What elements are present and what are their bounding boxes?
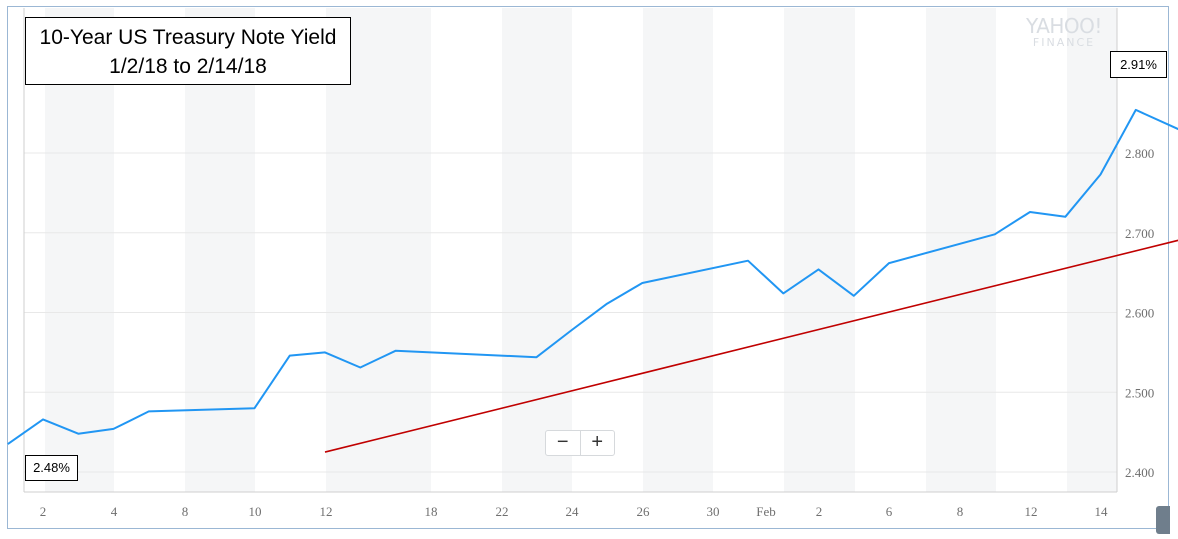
y-tick-label-4: 2.800	[1125, 146, 1154, 161]
chart-title: 10-Year US Treasury Note Yield 1/2/18 to…	[25, 17, 351, 85]
week-band-2	[326, 8, 431, 492]
zoom-out-button[interactable]: −	[556, 431, 569, 453]
end-value-label: 2.91%	[1110, 51, 1167, 78]
data-point	[1063, 215, 1067, 219]
x-tick-label-13: 8	[957, 504, 964, 519]
x-tick-label-8: 26	[637, 504, 651, 519]
data-point	[781, 291, 785, 295]
data-point	[41, 417, 45, 421]
x-tick-label-7: 24	[566, 504, 580, 519]
data-point	[112, 427, 116, 431]
x-tick-label-12: 6	[886, 504, 893, 519]
logo-line1: YAHOO!	[1026, 14, 1102, 38]
x-tick-label-10: Feb	[756, 504, 776, 519]
data-point	[993, 232, 997, 236]
yahoo-finance-logo: YAHOO! FINANCE	[1018, 16, 1110, 50]
data-point	[1099, 173, 1103, 177]
x-tick-label-6: 22	[496, 504, 509, 519]
yield-line	[7, 108, 1178, 445]
zoom-divider	[579, 431, 581, 455]
y-tick-label-3: 2.700	[1125, 226, 1154, 241]
data-point	[1028, 210, 1032, 214]
data-point	[570, 328, 574, 332]
data-point	[746, 259, 750, 263]
x-tick-label-15: 14	[1095, 504, 1109, 519]
zoom-control: − +	[545, 430, 615, 456]
data-point	[253, 406, 257, 410]
y-tick-label-1: 2.500	[1125, 385, 1154, 400]
week-band-5	[784, 8, 855, 492]
zoom-in-button[interactable]: +	[591, 431, 604, 453]
start-value-label: 2.48%	[25, 455, 78, 481]
x-tick-label-4: 12	[320, 504, 333, 519]
chart-title-line2: 1/2/18 to 2/14/18	[109, 55, 267, 78]
data-point	[6, 442, 10, 446]
week-band-4	[643, 8, 713, 492]
x-tick-label-14: 12	[1025, 504, 1038, 519]
data-point	[605, 302, 609, 306]
week-band-1	[185, 8, 255, 492]
data-point	[1134, 108, 1138, 112]
data-point	[817, 267, 821, 271]
logo-line2: FINANCE	[1032, 36, 1096, 49]
data-point	[323, 350, 327, 354]
x-tick-label-9: 30	[707, 504, 720, 519]
y-tick-label-2: 2.600	[1125, 306, 1154, 321]
data-point	[640, 281, 644, 285]
x-tick-label-11: 2	[816, 504, 823, 519]
data-point	[147, 409, 151, 413]
data-point	[76, 432, 80, 436]
data-point	[852, 294, 856, 298]
data-point	[358, 366, 362, 370]
x-tick-label-0: 2	[40, 504, 47, 519]
scroll-handle[interactable]	[1156, 506, 1170, 534]
week-band-0	[45, 8, 114, 492]
x-tick-label-5: 18	[425, 504, 438, 519]
week-band-3	[502, 8, 572, 492]
data-point	[535, 355, 539, 359]
x-tick-label-2: 8	[182, 504, 189, 519]
x-tick-label-1: 4	[111, 504, 118, 519]
y-tick-label-0: 2.400	[1125, 465, 1154, 480]
data-point	[288, 354, 292, 358]
trend-arrow	[324, 239, 1178, 453]
week-band-7	[1067, 8, 1117, 492]
data-point	[394, 349, 398, 353]
data-point	[887, 261, 891, 265]
chart-title-line1: 10-Year US Treasury Note Yield	[39, 26, 337, 49]
x-tick-label-3: 10	[249, 504, 262, 519]
